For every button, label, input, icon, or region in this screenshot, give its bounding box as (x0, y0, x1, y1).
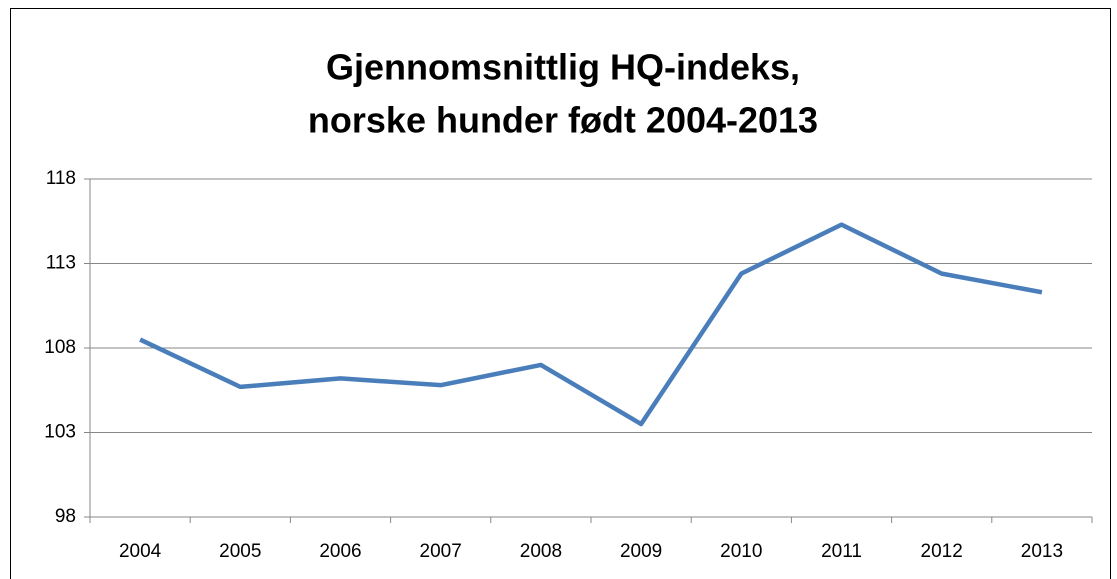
x-tick-label: 2013 (1021, 541, 1063, 562)
x-tick-label: 2007 (420, 541, 462, 562)
x-tick-label: 2012 (921, 541, 963, 562)
x-tick-label: 2005 (219, 541, 261, 562)
x-tick-label: 2008 (520, 541, 562, 562)
y-tick-label: 118 (46, 168, 76, 189)
x-tick-label: 2009 (620, 541, 662, 562)
x-tick-label: 2011 (821, 541, 862, 562)
y-tick-label: 98 (55, 506, 76, 527)
chart-title: norske hunder født 2004-2013 (308, 100, 818, 141)
chart-title: Gjennomsnittlig HQ-indeks, (326, 47, 800, 88)
data-line (139, 222, 1043, 427)
y-tick-label: 108 (44, 337, 76, 358)
y-tick-label: 113 (46, 253, 76, 274)
x-tick-label: 2006 (319, 541, 361, 562)
x-tick-label: 2004 (119, 541, 162, 562)
y-tick-label: 103 (44, 422, 76, 443)
chart-border (10, 8, 1111, 579)
x-tick-label: 2010 (720, 541, 762, 562)
